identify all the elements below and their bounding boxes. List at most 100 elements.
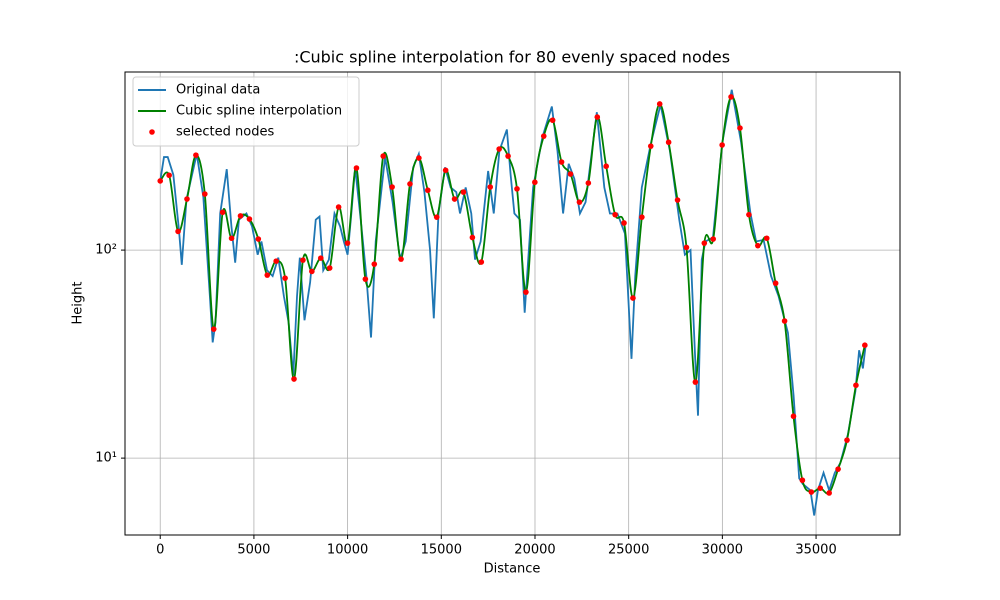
node-point [487, 184, 494, 190]
node-point [532, 179, 538, 186]
node-point [335, 204, 342, 210]
node-point [808, 489, 815, 495]
node-point [255, 236, 262, 242]
node-point [460, 189, 467, 195]
node-point [621, 220, 627, 226]
node-point [585, 180, 592, 186]
node-point [817, 485, 824, 491]
node-point [219, 209, 226, 216]
x-tick-label: 5000 [237, 543, 270, 558]
node-point [719, 142, 725, 148]
node-point [326, 265, 333, 271]
node-point [853, 382, 859, 389]
node-point [647, 143, 654, 149]
legend-label: Cubic spline interpolation [176, 104, 342, 119]
node-point [567, 171, 574, 177]
x-tick-label: 10000 [327, 543, 368, 558]
node-point [353, 165, 360, 171]
node-point [612, 211, 618, 218]
node-point [433, 214, 440, 220]
node-point [380, 153, 387, 159]
node-point [398, 256, 404, 262]
node-point [505, 153, 511, 159]
node-point [317, 255, 324, 261]
node-point [540, 133, 547, 139]
node-point [683, 244, 690, 251]
node-point [576, 199, 583, 205]
node-point [781, 318, 788, 324]
node-point [300, 257, 306, 263]
node-point [157, 178, 164, 184]
node-point [184, 196, 190, 202]
node-point [175, 228, 181, 235]
node-point [746, 211, 752, 218]
node-point [273, 258, 279, 264]
x-tick-label: 35000 [795, 543, 836, 558]
node-point [344, 240, 351, 246]
node-point [656, 101, 663, 107]
node-point [710, 236, 717, 242]
node-point [826, 490, 832, 496]
series-line [159, 95, 866, 495]
legend-box [132, 76, 360, 147]
node-point [549, 117, 556, 124]
node-point [862, 342, 868, 348]
node-point [246, 216, 253, 222]
node-point [692, 379, 699, 385]
node-point [772, 280, 779, 287]
legend-label: Original data [176, 83, 260, 98]
node-point [193, 152, 199, 158]
node-point [389, 184, 395, 190]
node-point [558, 159, 565, 165]
node-point [737, 125, 743, 131]
node-point [202, 191, 208, 197]
node-point [630, 295, 636, 301]
x-tick-label: 20000 [514, 543, 555, 558]
node-point [416, 155, 422, 161]
node-point [799, 477, 806, 484]
node-point [166, 172, 172, 179]
legend-label: selected nodes [176, 125, 274, 140]
node-point [442, 167, 449, 174]
node-point [282, 275, 288, 281]
chart-title: :Cubic spline interpolation for 80 evenl… [294, 48, 730, 67]
node-point [264, 272, 271, 278]
node-point [407, 181, 413, 187]
node-point [790, 413, 797, 420]
y-axis-label: Height [71, 282, 86, 325]
node-point [210, 326, 217, 332]
plot-frame [124, 71, 901, 536]
y-tick-label: 10¹ [95, 451, 117, 466]
node-point [594, 114, 601, 120]
x-tick-label: 15000 [421, 543, 462, 558]
node-point [228, 235, 235, 242]
node-point [701, 240, 708, 246]
node-point [478, 259, 485, 265]
node-point [291, 376, 297, 382]
x-axis-label: Distance [484, 562, 541, 577]
node-point [755, 242, 761, 249]
x-tick-label: 30000 [702, 543, 743, 558]
node-point [469, 234, 476, 241]
node-point [362, 276, 369, 282]
series-line [159, 89, 867, 516]
node-point [639, 214, 645, 220]
node-point [496, 146, 502, 152]
node-point [309, 268, 315, 275]
node-point [674, 197, 681, 203]
legend-marker [149, 129, 155, 135]
node-point [728, 94, 734, 100]
node-point [237, 213, 244, 219]
node-point [603, 163, 609, 170]
node-point [514, 186, 520, 192]
node-point [425, 187, 431, 194]
node-point [844, 437, 850, 443]
node-point [451, 196, 458, 202]
node-point [665, 139, 672, 146]
y-tick-label: 10² [95, 243, 117, 258]
x-tick-label: 25000 [608, 543, 649, 558]
node-point [371, 261, 378, 267]
node-point [523, 289, 529, 295]
x-tick-label: 0 [156, 543, 164, 558]
